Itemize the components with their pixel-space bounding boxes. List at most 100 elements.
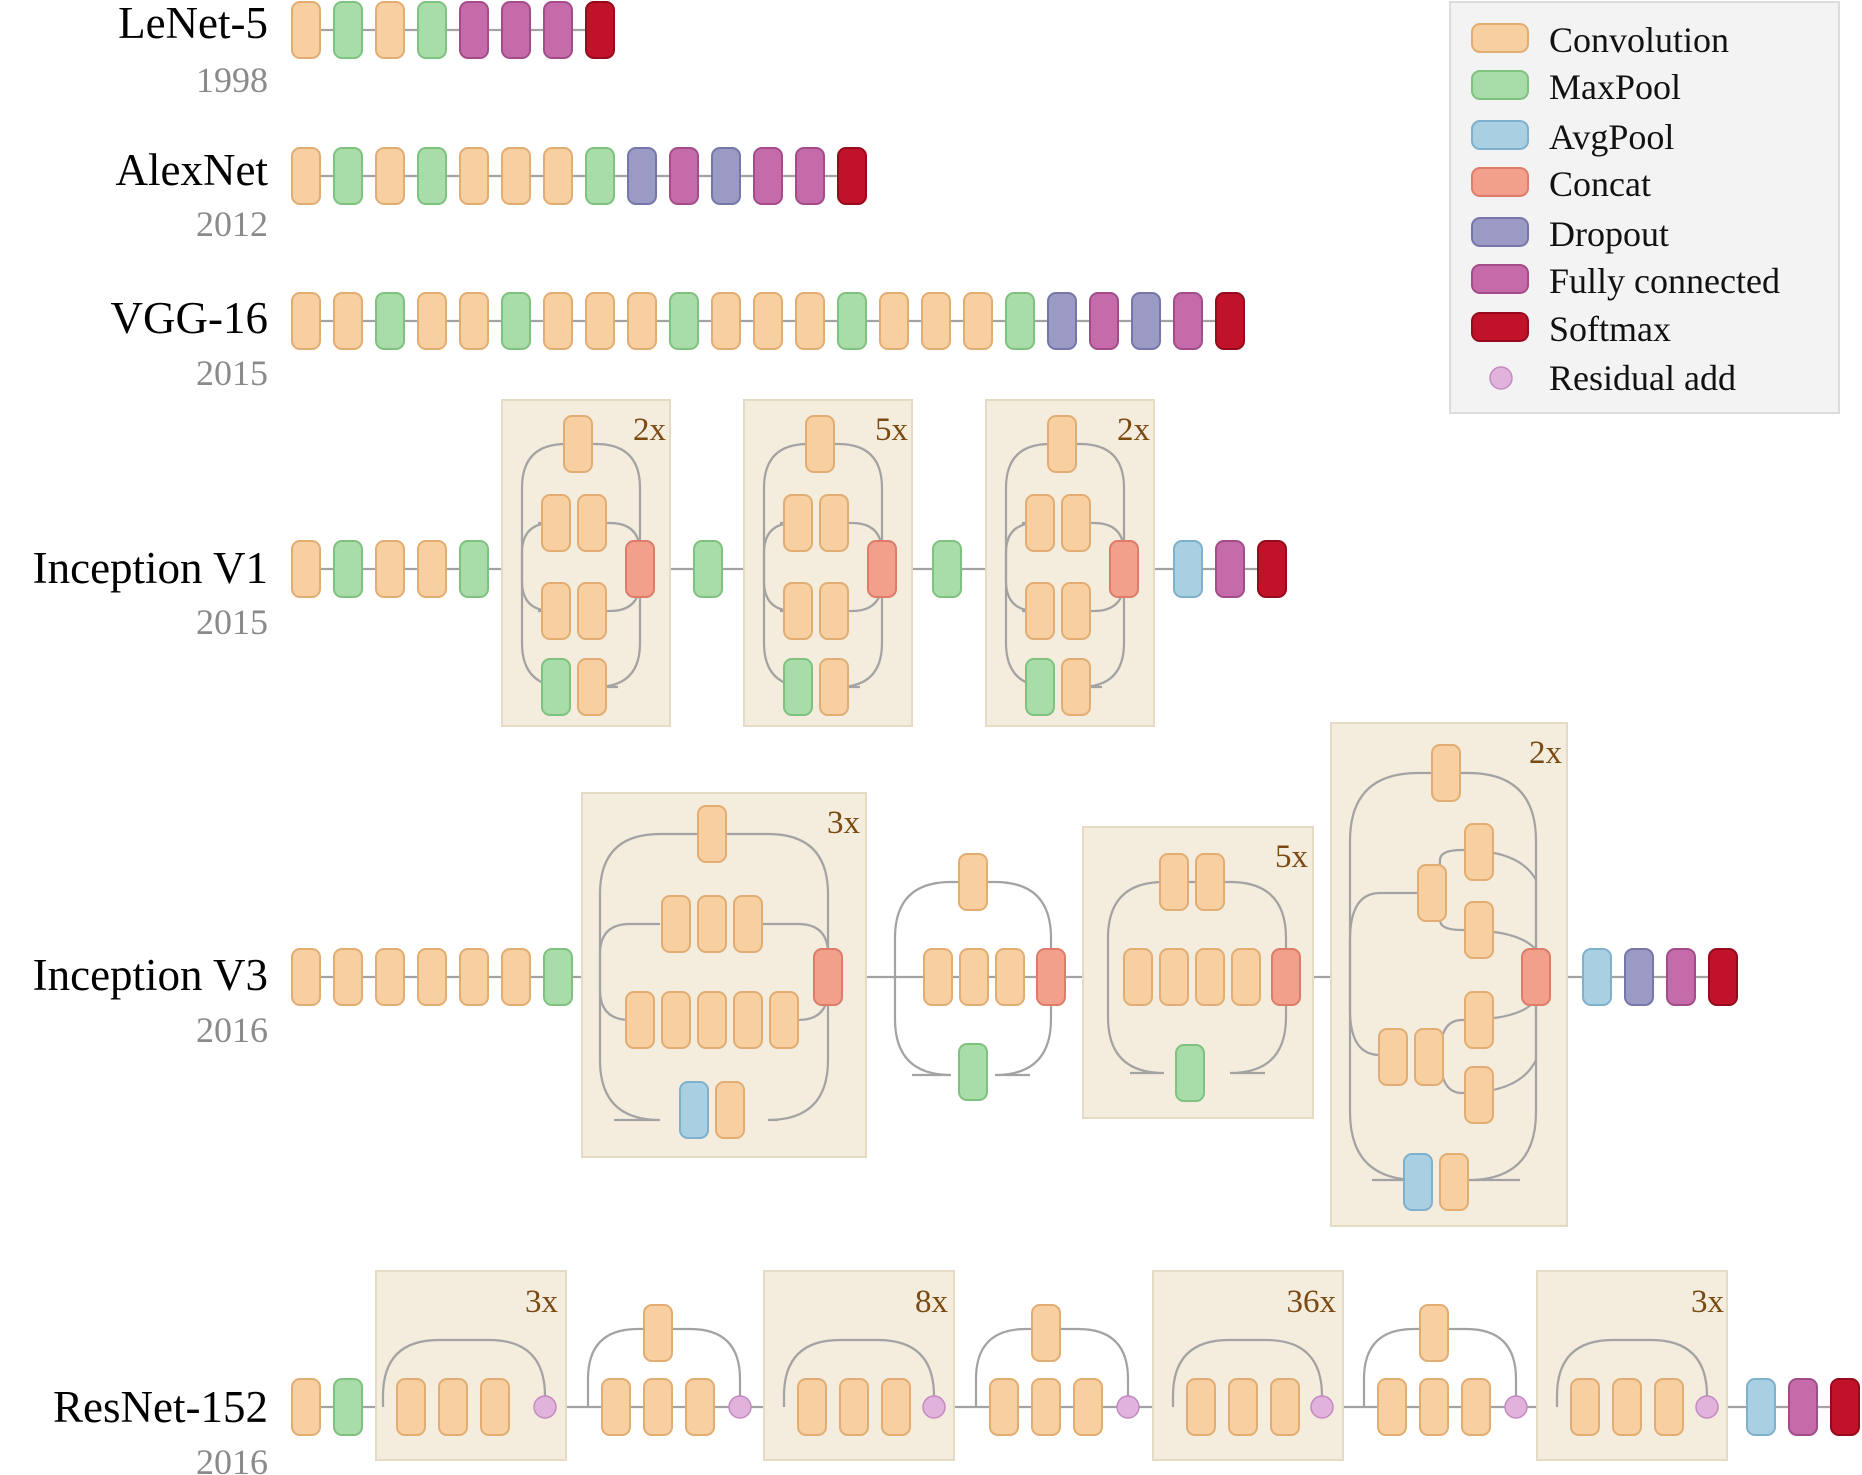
conv-layer xyxy=(1159,948,1189,1006)
conv-layer xyxy=(733,895,763,953)
maxpool-layer xyxy=(585,147,615,205)
dropout-layer xyxy=(627,147,657,205)
fc-layer xyxy=(753,147,783,205)
inception-v3-label: Inception V3 2016 xyxy=(33,950,268,1050)
conv-layer xyxy=(753,292,783,350)
conv-layer xyxy=(459,292,489,350)
conv-layer xyxy=(819,582,849,640)
concat-layer xyxy=(1521,948,1551,1006)
maxpool-layer xyxy=(417,1,447,59)
conv-layer xyxy=(333,948,363,1006)
conv-layer xyxy=(1047,415,1077,473)
conv-layer xyxy=(417,540,447,598)
conv-layer xyxy=(783,494,813,552)
conv-layer xyxy=(541,582,571,640)
softmax-layer xyxy=(1708,948,1738,1006)
conv-layer xyxy=(563,415,593,473)
conv-layer xyxy=(1419,1378,1449,1436)
branch-path xyxy=(1229,977,1288,1075)
branch-path xyxy=(381,1338,547,1407)
resnet152-label: ResNet-152 2016 xyxy=(53,1382,268,1475)
branch-path xyxy=(598,977,661,1122)
legend-box xyxy=(1449,1,1840,414)
legend-swatch-avgpool xyxy=(1471,120,1529,150)
softmax-layer xyxy=(1830,1378,1860,1436)
branch-path xyxy=(598,922,660,977)
avgpool-layer xyxy=(1746,1378,1776,1436)
legend-label-softmax: Softmax xyxy=(1549,309,1671,349)
conv-layer xyxy=(1464,901,1494,959)
maxpool-layer xyxy=(1175,1044,1205,1102)
maxpool-layer xyxy=(693,540,723,598)
maxpool-layer xyxy=(958,1043,988,1101)
conv-layer xyxy=(291,948,321,1006)
residual-add-node xyxy=(1504,1395,1528,1419)
lenet-label: LeNet-5 1998 xyxy=(118,0,268,100)
conv-layer xyxy=(643,1378,673,1436)
maxpool-layer xyxy=(837,292,867,350)
legend-swatch-dropout xyxy=(1471,217,1529,247)
conv-layer xyxy=(1461,1378,1491,1436)
fc-layer xyxy=(459,1,489,59)
conv-layer xyxy=(1195,948,1225,1006)
conv-layer xyxy=(1377,1378,1407,1436)
residual-add-node xyxy=(728,1395,752,1419)
repeat-labels: 2x 5x 2x 3x 5x 2x 3x 8x 36x 3x xyxy=(525,412,1725,1320)
fc-layer xyxy=(669,147,699,205)
conv-layer xyxy=(1061,494,1091,552)
branch-path xyxy=(1555,1338,1709,1407)
conv-layer xyxy=(375,147,405,205)
legend-swatch-maxpool xyxy=(1471,70,1529,100)
conv-layer xyxy=(1025,494,1055,552)
network-name: VGG-16 xyxy=(111,293,268,343)
maxpool-layer xyxy=(543,948,573,1006)
maxpool-layer xyxy=(1025,658,1055,716)
conv-layer xyxy=(585,292,615,350)
network-year: 2012 xyxy=(196,204,268,244)
conv-layer xyxy=(839,1378,869,1436)
maxpool-layer xyxy=(1005,292,1035,350)
residual-add-node xyxy=(533,1395,557,1419)
conv-layer xyxy=(921,292,951,350)
concat-layer xyxy=(1271,948,1301,1006)
conv-layer xyxy=(783,582,813,640)
alexnet-label: AlexNet 2012 xyxy=(116,145,269,244)
conv-layer xyxy=(1195,853,1225,911)
conv-layer xyxy=(661,991,691,1049)
maxpool-layer xyxy=(333,1,363,59)
residual-add-node xyxy=(1116,1395,1140,1419)
softmax-layer xyxy=(1215,292,1245,350)
fc-layer xyxy=(1215,540,1245,598)
conv-layer xyxy=(501,147,531,205)
conv-layer xyxy=(1570,1378,1600,1436)
fc-layer xyxy=(1173,292,1203,350)
conv-layer xyxy=(819,658,849,716)
legend-swatches xyxy=(1471,23,1529,390)
conv-layer xyxy=(797,1378,827,1436)
fc-layer xyxy=(1089,292,1119,350)
branch-path xyxy=(767,977,830,1122)
network-year: 2016 xyxy=(196,1010,268,1050)
conv-layer xyxy=(1025,582,1055,640)
maxpool-layer xyxy=(932,540,962,598)
softmax-layer xyxy=(837,147,867,205)
residual-add-node xyxy=(1695,1395,1719,1419)
maxpool-layer xyxy=(375,292,405,350)
conv-layer xyxy=(715,1081,745,1139)
conv-layer xyxy=(733,991,763,1049)
conv-layer xyxy=(577,494,607,552)
conv-layer xyxy=(375,1,405,59)
conv-layer xyxy=(375,948,405,1006)
branch-path xyxy=(893,977,952,1077)
branch-path xyxy=(1106,977,1165,1075)
fc-layer xyxy=(1788,1378,1818,1436)
network-year: 2015 xyxy=(196,602,268,642)
conv-layer xyxy=(625,991,655,1049)
avgpool-layer xyxy=(1403,1153,1433,1211)
conv-layer xyxy=(459,948,489,1006)
dropout-layer xyxy=(711,147,741,205)
conv-layer xyxy=(480,1378,510,1436)
legend-label-concat: Concat xyxy=(1549,164,1651,204)
concat-layer xyxy=(1036,948,1066,1006)
maxpool-layer xyxy=(333,1378,363,1436)
